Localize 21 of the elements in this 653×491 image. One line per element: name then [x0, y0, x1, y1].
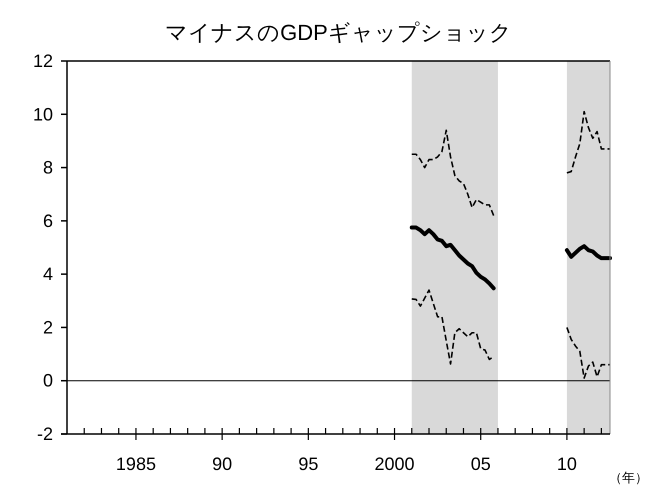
y-tick-label: 6: [42, 210, 53, 231]
y-tick-label: 0: [42, 370, 53, 391]
x-tick-label: 90: [212, 454, 232, 474]
x-tick-label: 95: [298, 454, 318, 474]
x-tick-label: 2000: [374, 454, 415, 474]
line-series: [410, 289, 494, 365]
x-tick-label: 05: [470, 454, 491, 474]
chart-title: マイナスのGDPギャップショック: [165, 20, 512, 45]
y-tick-label: 8: [42, 158, 53, 178]
line-series: [566, 110, 611, 174]
line-series: [410, 129, 494, 216]
y-tick-label: 12: [32, 51, 53, 71]
y-tick-label: 10: [32, 104, 53, 124]
y-tick-label: -2: [36, 424, 53, 444]
x-tick-label: 1985: [116, 454, 156, 474]
y-tick-label: 2: [42, 317, 53, 338]
line-series: [410, 226, 496, 290]
x-axis-title: （年）: [609, 470, 648, 485]
line-series: [564, 244, 612, 260]
x-tick-label: 10: [556, 454, 577, 474]
y-tick-label: 4: [42, 264, 53, 284]
